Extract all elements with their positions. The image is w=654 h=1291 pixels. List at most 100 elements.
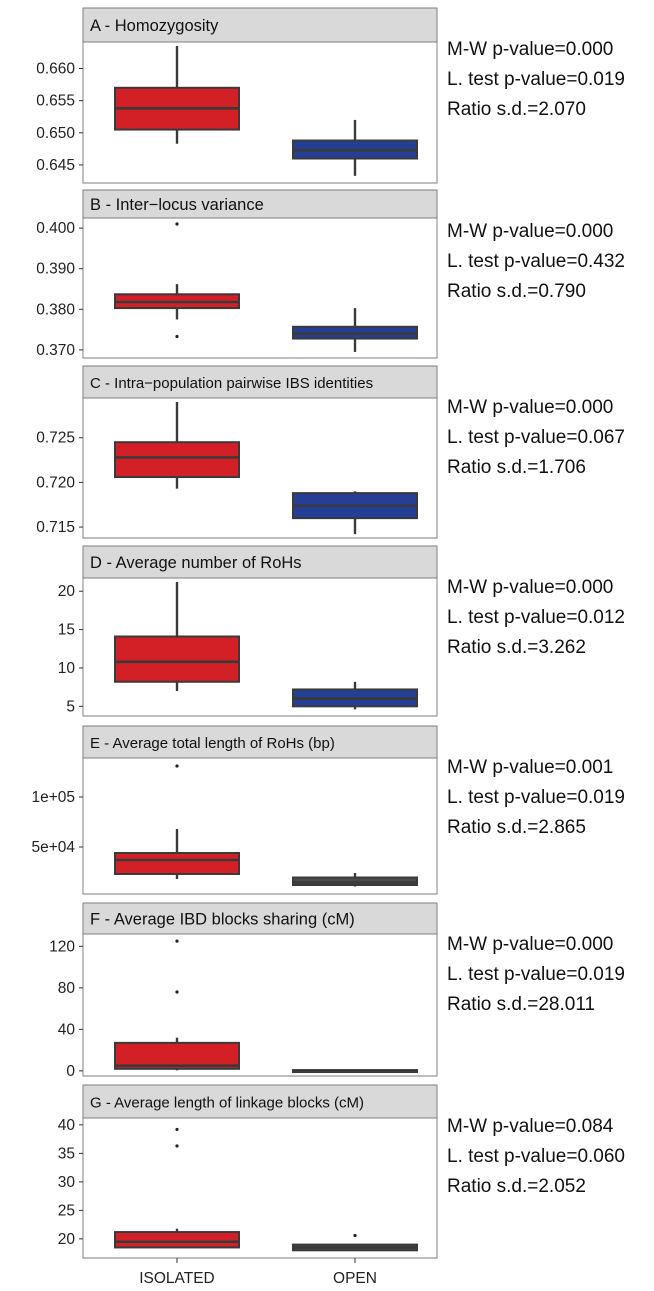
x-tick-label: ISOLATED xyxy=(139,1270,215,1287)
stat-line: L. test p-value=0.067 xyxy=(447,427,625,448)
stat-line: M-W p-value=0.000 xyxy=(447,397,614,418)
panel-f: F - Average IBD blocks sharing (cM) 0 40 80… xyxy=(49,902,438,1080)
y-tick-label: 10 xyxy=(58,660,76,677)
y-tick-label: 5e+04 xyxy=(31,839,75,856)
y-tick-label: 15 xyxy=(58,622,75,639)
y-tick-label: 120 xyxy=(49,938,75,955)
box-isolated xyxy=(114,939,240,1071)
stat-line: L. test p-value=0.060 xyxy=(447,1146,625,1167)
outlier-point xyxy=(175,222,179,226)
panel-strip xyxy=(82,1084,438,1119)
y-tick-label: 0.715 xyxy=(36,519,75,536)
y-tick-label: 35 xyxy=(58,1145,75,1162)
panel-title: E - Average total length of RoHs (bp) xyxy=(90,735,335,752)
outlier-point xyxy=(175,939,179,943)
panel-stats: M-W p-value=0.000 L. test p-value=0.067 Ra… xyxy=(447,393,652,483)
stat-line: Ratio s.d.=0.790 xyxy=(447,281,586,302)
box-open xyxy=(292,491,418,535)
stat-line: M-W p-value=0.000 xyxy=(447,577,614,598)
stat-line: L. test p-value=0.019 xyxy=(447,69,625,90)
box-open xyxy=(292,308,418,352)
box-open xyxy=(292,873,418,887)
y-tick-label: 25 xyxy=(58,1202,75,1219)
outlier-point xyxy=(175,334,179,339)
box-open xyxy=(292,681,418,710)
stat-line: L. test p-value=0.012 xyxy=(447,607,625,628)
box-isolated xyxy=(114,1127,240,1249)
y-tick-label: 20 xyxy=(58,583,76,600)
box-isolated xyxy=(114,582,240,691)
stat-line: Ratio s.d.=28.011 xyxy=(447,994,596,1015)
box-isolated xyxy=(114,46,240,144)
stat-line: Ratio s.d.=2.865 xyxy=(447,817,586,838)
y-tick-label: 40 xyxy=(58,1117,76,1134)
stat-line: M-W p-value=0.084 xyxy=(447,1116,614,1137)
x-tick-label: OPEN xyxy=(333,1270,377,1287)
panel-strip xyxy=(82,725,438,759)
panel-e: E - Average total length of RoHs (bp) 5e+… xyxy=(31,725,438,895)
stat-line: Ratio s.d.=1.706 xyxy=(447,457,586,478)
panel-stats: M-W p-value=0.001 L. test p-value=0.019 Ra… xyxy=(447,753,652,843)
y-tick-label: 0.645 xyxy=(36,157,75,174)
y-tick-label: 0 xyxy=(66,1063,75,1080)
stat-line: L. test p-value=0.019 xyxy=(447,787,625,808)
panel-stats: M-W p-value=0.000 L. test p-value=0.019 Ra… xyxy=(447,35,652,125)
stat-line: M-W p-value=0.001 xyxy=(447,757,614,778)
panel-strip xyxy=(82,902,438,935)
y-tick-label: 1e+05 xyxy=(31,789,75,806)
outlier-point xyxy=(175,1127,179,1132)
box-open xyxy=(292,1233,418,1252)
panel-strip xyxy=(82,545,438,579)
panel-d: D - Average number of RoHs 5 10 15 20 xyxy=(58,545,438,717)
panel-title: F - Average IBD blocks sharing (cM) xyxy=(90,911,355,929)
panel-title: A - Homozygosity xyxy=(90,17,219,35)
panel-c: C - Intra−population pairwise IBS identi… xyxy=(36,365,438,539)
panel-strip xyxy=(82,7,438,43)
y-tick-label: 0.655 xyxy=(36,93,75,110)
y-tick-label: 5 xyxy=(66,698,75,715)
stat-line: Ratio s.d.=3.262 xyxy=(447,637,586,658)
box-iqr xyxy=(114,852,240,875)
panel-a: A - Homozygosity 0.645 0.650 0.655 0.660 xyxy=(36,7,438,184)
box-iqr xyxy=(114,1231,240,1249)
outlier-point xyxy=(175,990,179,994)
box-isolated xyxy=(114,764,240,879)
panel-title: B - Inter−locus variance xyxy=(90,196,264,214)
panel-stats: M-W p-value=0.000 L. test p-value=0.012 Ra… xyxy=(447,573,652,663)
y-tick-label: 40 xyxy=(58,1021,76,1038)
panel-stats: M-W p-value=0.000 L. test p-value=0.019 Ra… xyxy=(447,930,652,1020)
panel-g: G - Average length of linkage blocks (cM… xyxy=(58,1084,438,1259)
panel-title: G - Average length of linkage blocks (cM… xyxy=(90,1095,364,1112)
y-tick-label: 30 xyxy=(58,1174,76,1191)
y-tick-label: 0.400 xyxy=(36,220,75,237)
y-tick-label: 80 xyxy=(58,980,76,997)
panel-strip xyxy=(82,365,438,399)
stat-line: Ratio s.d.=2.070 xyxy=(447,99,586,120)
stat-line: Ratio s.d.=2.052 xyxy=(447,1176,586,1197)
stat-line: M-W p-value=0.000 xyxy=(447,934,614,955)
outlier-point xyxy=(353,1233,357,1238)
stat-line: M-W p-value=0.000 xyxy=(447,39,614,60)
panel-title: D - Average number of RoHs xyxy=(90,554,302,572)
box-open xyxy=(292,119,418,176)
y-tick-label: 0.725 xyxy=(36,430,75,447)
y-tick-label: 0.380 xyxy=(36,301,75,318)
panel-strip xyxy=(82,189,438,219)
panel-b: B - Inter−locus variance 0.370 0.380 0.390 0… xyxy=(36,189,438,359)
stat-line: L. test p-value=0.432 xyxy=(447,251,625,272)
outlier-point xyxy=(175,1144,179,1148)
box-isolated xyxy=(114,402,240,489)
y-tick-label: 0.720 xyxy=(36,474,75,491)
y-tick-label: 0.650 xyxy=(36,125,75,142)
stat-line: L. test p-value=0.019 xyxy=(447,964,625,985)
outlier-point xyxy=(175,764,179,768)
box-open xyxy=(292,1069,418,1074)
box-iqr xyxy=(114,441,240,479)
y-tick-label: 0.390 xyxy=(36,261,75,278)
panel-stats: M-W p-value=0.084 L. test p-value=0.060 Ra… xyxy=(447,1112,652,1202)
box-iqr xyxy=(114,635,240,683)
box-isolated xyxy=(114,222,240,339)
panel-stats: M-W p-value=0.000 L. test p-value=0.432 Ra… xyxy=(447,217,652,307)
y-tick-label: 0.370 xyxy=(36,342,75,359)
